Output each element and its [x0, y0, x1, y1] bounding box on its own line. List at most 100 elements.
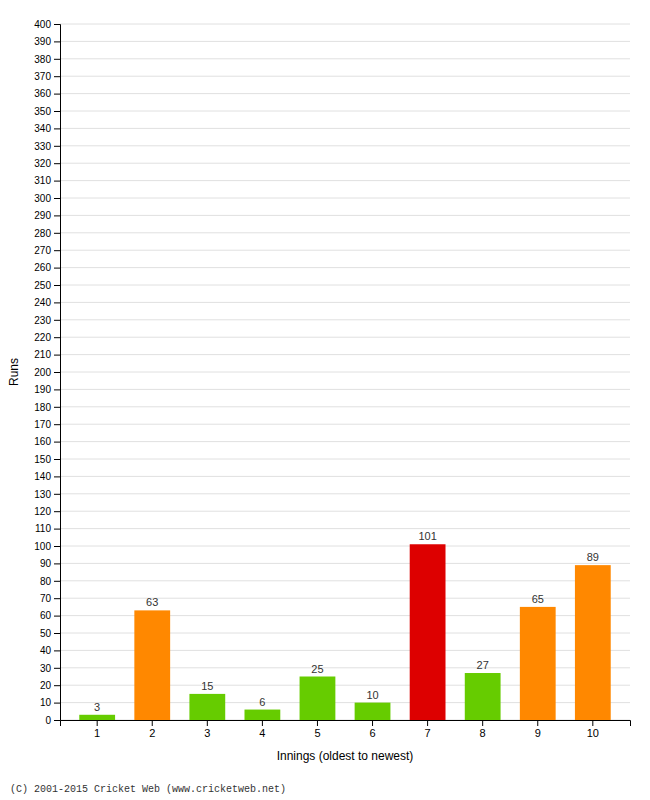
x-axis: 12345678910 — [61, 720, 631, 739]
y-tick: 90 — [40, 558, 60, 569]
y-tick: 50 — [40, 628, 60, 639]
grid-line — [60, 406, 630, 407]
x-axis-line — [61, 721, 631, 727]
x-tick-mark — [262, 720, 263, 726]
y-tick-mark — [54, 616, 60, 617]
y-tick-label: 100 — [34, 541, 51, 552]
x-tick: 1 — [94, 720, 100, 739]
y-tick-label: 0 — [45, 715, 51, 726]
x-tick: 4 — [259, 720, 265, 739]
x-axis-title: Innings (oldest to newest) — [277, 749, 414, 763]
data-label: 25 — [311, 663, 323, 675]
x-tick-mark — [592, 720, 593, 726]
y-tick: 200 — [34, 367, 60, 378]
y-tick: 400 — [34, 19, 60, 30]
bar — [520, 607, 556, 720]
x-tick: 5 — [314, 720, 320, 739]
x-tick-label: 7 — [425, 727, 431, 739]
y-tick-label: 270 — [34, 245, 51, 256]
y-tick: 390 — [34, 36, 60, 47]
y-tick-label: 370 — [34, 71, 51, 82]
grid-line — [60, 424, 630, 425]
y-tick-label: 60 — [40, 610, 52, 621]
y-tick-label: 330 — [34, 141, 51, 152]
grid-line — [60, 163, 630, 164]
y-tick: 130 — [34, 489, 60, 500]
grid-line — [60, 76, 630, 77]
y-tick-label: 350 — [34, 106, 51, 117]
y-tick-mark — [54, 546, 60, 547]
data-label: 10 — [366, 689, 378, 701]
grid-line — [60, 232, 630, 233]
y-tick-label: 80 — [40, 576, 52, 587]
y-tick-mark — [54, 128, 60, 129]
y-tick: 270 — [34, 245, 60, 256]
y-tick: 180 — [34, 402, 60, 413]
y-tick-label: 90 — [40, 558, 52, 569]
y-tick-mark — [54, 633, 60, 634]
y-tick-label: 70 — [40, 593, 52, 604]
y-tick-label: 240 — [34, 297, 51, 308]
y-tick-label: 40 — [40, 645, 52, 656]
plot: 3631562510101276589123456789100102030405… — [34, 19, 630, 739]
x-tick: 8 — [480, 720, 486, 739]
y-tick-mark — [54, 494, 60, 495]
bar — [134, 610, 170, 720]
y-tick-label: 360 — [34, 88, 51, 99]
data-label: 3 — [94, 701, 100, 713]
y-tick: 360 — [34, 88, 60, 99]
x-tick-label: 4 — [259, 727, 265, 739]
y-tick-label: 260 — [34, 262, 51, 273]
y-tick-mark — [54, 163, 60, 164]
y-tick-mark — [54, 198, 60, 199]
x-tick-mark — [372, 720, 373, 726]
y-tick-mark — [54, 511, 60, 512]
y-tick-mark — [54, 372, 60, 373]
grid-line — [60, 493, 630, 494]
y-tick: 20 — [40, 680, 60, 691]
y-tick-label: 110 — [35, 523, 51, 534]
data-label: 27 — [477, 659, 489, 671]
y-tick: 230 — [34, 315, 60, 326]
y-tick-mark — [54, 355, 60, 356]
y-tick: 220 — [34, 332, 60, 343]
y-tick: 160 — [34, 436, 60, 447]
data-label: 6 — [259, 696, 265, 708]
y-tick-mark — [54, 111, 60, 112]
y-tick-label: 290 — [34, 210, 51, 221]
grid-line — [60, 302, 630, 303]
y-tick: 150 — [34, 454, 60, 465]
grid — [60, 24, 630, 720]
y-tick-mark — [54, 337, 60, 338]
y-tick-mark — [54, 407, 60, 408]
y-tick-label: 180 — [34, 402, 51, 413]
data-label: 89 — [587, 551, 599, 563]
grid-line — [60, 389, 630, 390]
footer: (C) 2001-2015 Cricket Web (www.cricketwe… — [10, 784, 286, 795]
y-tick-mark — [54, 720, 60, 721]
y-tick: 100 — [34, 541, 60, 552]
y-tick: 310 — [34, 175, 60, 186]
y-tick-mark — [54, 302, 60, 303]
y-tick-label: 150 — [34, 454, 51, 465]
grid-line — [60, 580, 630, 581]
y-tick-label: 310 — [34, 175, 51, 186]
x-tick-mark — [427, 720, 428, 726]
grid-line — [60, 285, 630, 286]
y-tick-label: 50 — [40, 628, 52, 639]
x-tick: 9 — [535, 720, 541, 739]
bar — [410, 544, 446, 720]
y-tick-label: 320 — [34, 158, 51, 169]
y-tick: 330 — [34, 141, 60, 152]
y-tick: 340 — [34, 123, 60, 134]
x-tick-mark — [207, 720, 208, 726]
y-tick: 380 — [34, 54, 60, 65]
y-tick: 70 — [40, 593, 60, 604]
grid-line — [60, 58, 630, 59]
grid-line — [60, 337, 630, 338]
grid-line — [60, 459, 630, 460]
x-tick-label: 9 — [535, 727, 541, 739]
x-tick-label: 10 — [587, 727, 599, 739]
x-tick-label: 3 — [204, 727, 210, 739]
bar — [300, 677, 336, 721]
